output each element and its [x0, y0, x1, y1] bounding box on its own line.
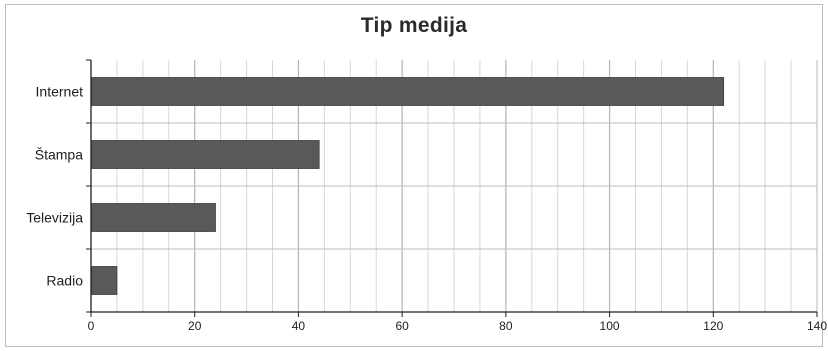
- category-label: Radio: [46, 273, 83, 289]
- chart-title: Tip medija: [360, 14, 468, 37]
- bar-televizija: [90, 203, 216, 232]
- chart-frame: [5, 4, 823, 347]
- x-tick-label: 100: [600, 319, 620, 333]
- x-tick-label: 120: [703, 319, 723, 333]
- axis-layer: [86, 59, 818, 317]
- x-tick-label: 20: [188, 319, 202, 333]
- bar-radio: [90, 266, 118, 295]
- x-tick-label: 140: [807, 319, 827, 333]
- category-label: Štampa: [35, 147, 83, 163]
- x-tick-label: 40: [292, 319, 306, 333]
- x-tick-label: 60: [395, 319, 409, 333]
- label-layer: Internet Štampa Televizija Radio 0 20 40 60 80 10…: [26, 84, 827, 334]
- x-tick-label: 0: [88, 319, 95, 333]
- x-tick-label: 80: [499, 319, 513, 333]
- bar-layer: [90, 77, 725, 295]
- bar-štampa: [90, 140, 320, 169]
- category-label: Internet: [36, 84, 84, 100]
- category-label: Televizija: [26, 210, 83, 226]
- bar-internet: [90, 77, 725, 106]
